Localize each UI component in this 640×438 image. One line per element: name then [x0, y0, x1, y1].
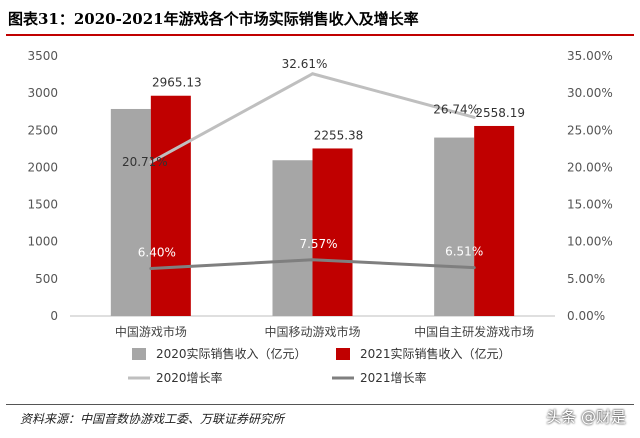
y-right-tick-label: 5.00% — [567, 272, 605, 286]
y-left-tick-label: 500 — [35, 272, 58, 286]
legend-label: 2020实际销售收入（亿元） — [156, 346, 307, 361]
y-left-tick-label: 1500 — [27, 198, 58, 212]
line-value-label: 6.40% — [138, 245, 176, 259]
source-divider — [6, 404, 634, 405]
y-right-tick-label: 15.00% — [567, 198, 613, 212]
series-point — [472, 115, 476, 119]
series-point — [311, 72, 314, 76]
y-left-tick-label: 3000 — [27, 86, 58, 100]
line-value-label: 32.61% — [282, 57, 328, 71]
y-right-tick-label: 35.00% — [567, 49, 613, 63]
legend-label: 2021增长率 — [360, 370, 427, 385]
bar — [272, 160, 313, 316]
bar — [110, 108, 151, 316]
series-point — [149, 160, 153, 164]
bar-value-label: 2965.13 — [152, 76, 202, 90]
y-right-tick-label: 30.00% — [567, 86, 613, 100]
lines-layer — [149, 72, 476, 270]
legend-swatch — [132, 348, 146, 360]
x-category-label: 中国移动游戏市场 — [264, 324, 360, 339]
bar — [150, 95, 191, 316]
y-left-tick-label: 2500 — [27, 123, 58, 137]
y-right-tick-label: 0.00% — [567, 309, 605, 323]
y-right-tick-label: 20.00% — [567, 160, 613, 174]
legend-swatch — [336, 348, 350, 360]
page-title: 图表31：2020-2021年游戏各个市场实际销售收入及增长率 — [8, 10, 419, 28]
y-left-tick-label: 2000 — [27, 160, 58, 174]
series-point — [472, 266, 476, 270]
labels-layer: 2965.13 2255.38 2558.19 20.71% 32.61% 26.74% 6… — [122, 57, 525, 260]
x-category-label: 中国游戏市场 — [115, 324, 187, 339]
bars-layer — [110, 95, 515, 316]
legend: 2020实际销售收入（亿元） 2021实际销售收入（亿元） 2020增长率 2021增… — [128, 346, 511, 385]
line-value-label: 6.51% — [445, 245, 483, 259]
axes-layer: 0 500 1000 1500 2000 2500 3000 3500 0.00% 5.00% 10… — [27, 49, 612, 339]
source-note: 资料来源：中国音数协游戏工委、万联证券研究所 — [20, 412, 285, 426]
title-bar: 图表31：2020-2021年游戏各个市场实际销售收入及增长率 — [6, 4, 634, 36]
y-left-tick-label: 0 — [50, 309, 58, 323]
legend-label: 2021实际销售收入（亿元） — [360, 346, 511, 361]
x-category-label: 中国自主研发游戏市场 — [414, 324, 534, 339]
series-point — [149, 266, 153, 270]
bar-value-label: 2558.19 — [475, 106, 525, 120]
bar — [474, 125, 515, 316]
bar-value-label: 2255.38 — [314, 128, 364, 142]
line-value-label: 26.74% — [433, 102, 479, 116]
y-right-tick-label: 25.00% — [567, 123, 613, 137]
chart: 0 500 1000 1500 2000 2500 3000 3500 0.00% 5.00% 10… — [27, 49, 612, 385]
line-value-label: 7.57% — [299, 237, 337, 251]
y-left-tick-label: 1000 — [27, 235, 58, 249]
y-right-tick-label: 10.00% — [567, 235, 613, 249]
legend-label: 2020增长率 — [156, 370, 223, 385]
bar — [434, 137, 475, 316]
bar — [312, 148, 353, 316]
watermark: 头条 @财是 — [546, 408, 626, 426]
line-value-label: 20.71% — [122, 155, 168, 169]
series-point — [311, 258, 314, 262]
y-left-tick-label: 3500 — [27, 49, 58, 63]
